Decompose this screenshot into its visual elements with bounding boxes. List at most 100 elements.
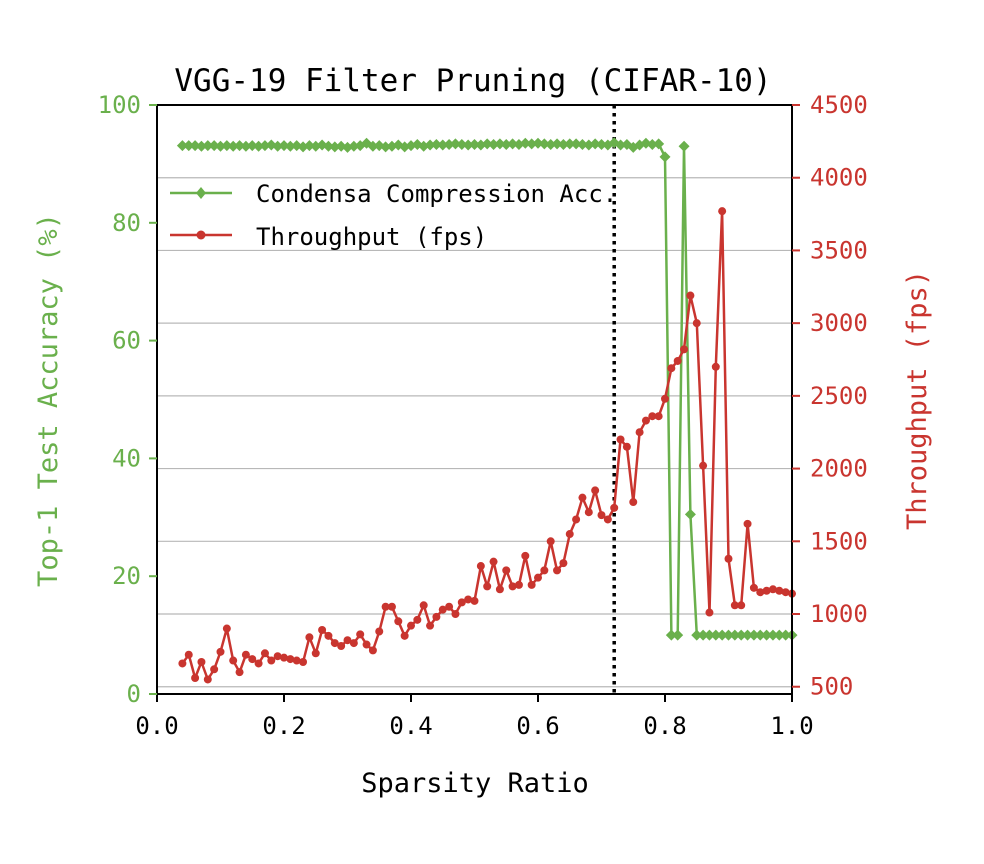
throughput-point [730,601,739,610]
throughput-point [197,658,206,667]
throughput-point [629,498,638,507]
throughput-point [502,566,511,575]
throughput-point [781,588,790,597]
throughput-point [445,602,454,611]
throughput-point [222,624,231,633]
accuracy-point [202,140,214,152]
throughput-point [661,394,669,403]
accuracy-point [246,140,258,152]
throughput-point [654,412,663,421]
series-accuracy [176,137,798,641]
throughput-point [578,493,587,502]
throughput-point [521,551,530,560]
accuracy-point [322,140,334,152]
throughput-point [743,519,752,528]
throughput-point [394,617,403,626]
accuracy-point [615,139,627,151]
throughput-point [343,636,352,645]
accuracy-point [348,140,360,152]
throughput-point [368,646,377,655]
accuracy-point [754,629,766,641]
accuracy-point [780,629,792,641]
accuracy-point [703,629,715,641]
throughput-point [419,601,428,610]
throughput-point [483,582,492,591]
throughput-point [584,508,593,517]
throughput-point [260,649,269,658]
x-tick-label-1.0: 1.0 [770,712,813,740]
accuracy-point [538,138,550,150]
x-tick-label-0.6: 0.6 [516,712,559,740]
throughput-point [711,362,720,371]
throughput-point [438,605,447,614]
axes-frame [156,104,793,695]
x-tick-label-0.8: 0.8 [643,712,686,740]
x-tick-label-0.4: 0.4 [389,712,432,740]
right-y-tick-label-2000: 2000 [810,455,868,483]
series-throughput [178,207,796,684]
series-line-1 [181,209,793,681]
right-y-tick-label-1500: 1500 [810,527,868,555]
throughput-point [591,486,600,495]
accuracy-point [329,141,341,153]
accuracy-point [259,140,271,152]
accuracy-point [253,140,265,152]
accuracy-point [481,138,493,150]
legend-throughput-label: Throughput (fps) [256,223,487,251]
throughput-point [464,595,473,604]
ticks-layer: 0.0 0.2 0.4 0.6 0.8 1.0 0 20 40 60 80 100 500 1000 150… [98,91,868,740]
right-y-tick-label-3000: 3000 [810,309,868,337]
throughput-point [330,639,339,648]
throughput-point [597,511,606,520]
left-y-tick-label-40: 40 [112,444,141,472]
right-y-tick-label-2500: 2500 [810,382,868,410]
accuracy-point [672,629,684,641]
throughput-point [235,668,244,677]
throughput-point [318,626,327,635]
right-y-tick-label-1000: 1000 [810,600,868,628]
accuracy-point [488,138,500,150]
throughput-point [451,610,460,619]
accuracy-point [183,140,195,152]
throughput-point [305,633,314,642]
accuracy-point [469,138,480,150]
x-axis-label: Sparsity Ratio [361,768,589,799]
accuracy-point [532,137,544,149]
throughput-point [641,416,650,425]
series-layer [176,137,798,684]
throughput-point [286,655,295,664]
left-y-tick-label-60: 60 [112,327,141,355]
accuracy-point [589,138,601,150]
throughput-point [241,650,250,659]
throughput-point [508,582,517,591]
accuracy-point [557,138,569,150]
accuracy-point [723,629,734,641]
throughput-point [299,658,308,667]
throughput-point [756,588,765,597]
throughput-point [267,656,276,665]
accuracy-point [729,629,741,641]
accuracy-point [646,138,658,150]
throughput-point [768,585,777,594]
throughput-point [426,621,435,630]
throughput-point [254,659,263,668]
throughput-point [559,559,568,568]
throughput-point [273,652,282,661]
throughput-point [648,412,657,421]
accuracy-point [272,140,284,152]
right-y-tick-label-4000: 4000 [810,164,868,192]
throughput-point [514,580,523,589]
throughput-point [762,586,771,595]
throughput-point [356,630,365,639]
accuracy-point [278,140,290,152]
accuracy-point [443,138,455,150]
throughput-point [692,319,701,328]
accuracy-point [526,138,538,150]
accuracy-point [494,138,506,150]
accuracy-point [684,508,696,520]
throughput-point [610,503,619,512]
accuracy-point [500,138,512,150]
legend-throughput-marker [196,230,206,240]
throughput-point [565,530,574,539]
throughput-point [311,649,320,658]
